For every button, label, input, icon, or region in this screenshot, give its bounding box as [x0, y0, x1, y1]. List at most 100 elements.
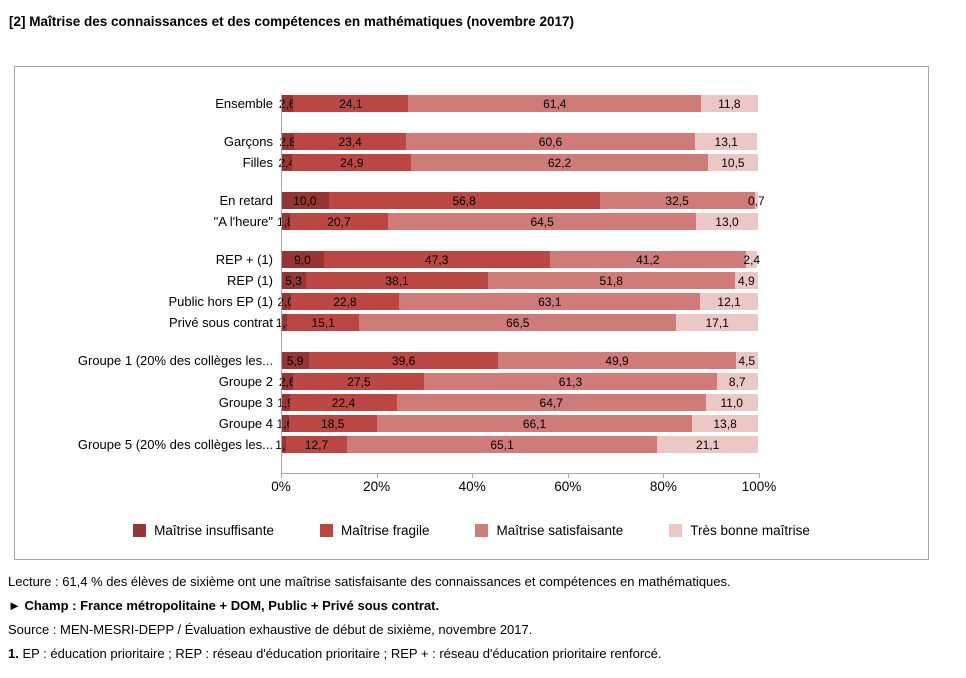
stacked-bar: 2,6 24,1 61,4 11,8 [278, 95, 758, 112]
bar-segment: 20,7 [289, 213, 389, 230]
bar-segment: 1,9 [277, 394, 294, 411]
segment-value-label: 2,6 [278, 96, 296, 111]
legend-swatch-icon [319, 524, 333, 537]
legend-swatch-icon [475, 524, 489, 537]
segment-value-label: 20,7 [327, 214, 351, 229]
segment-value-label: 22,8 [333, 294, 357, 309]
legend-label: Maîtrise satisfaisante [496, 523, 624, 538]
segment-value-label: 11,8 [718, 96, 741, 111]
bar-segment: 38,1 [306, 272, 488, 289]
bar-segment: 60,6 [405, 133, 695, 150]
segment-value-label: 60,6 [538, 134, 563, 149]
legend-item: Très bonne maîtrise [669, 523, 810, 538]
segment-value-label: 4,5 [738, 353, 756, 368]
stacked-bar: 5,3 38,1 51,8 4,9 [281, 272, 759, 289]
bar-segment: 1,6 [276, 415, 293, 432]
segment-value-label: 61,4 [543, 96, 567, 111]
stacked-bar: 2,4 24,9 62,2 10,5 [278, 154, 758, 171]
segment-value-label: 64,7 [539, 395, 563, 410]
bar-segment: 2,0 [277, 293, 294, 310]
bar-segment: 4,5 [736, 352, 758, 369]
legend-label: Maîtrise insuffisante [154, 523, 274, 538]
segment-value-label: 27,5 [347, 374, 371, 389]
bar-segment: 24,1 [293, 95, 409, 112]
x-tick-mark [376, 473, 378, 478]
definition-note: 1. EP : éducation prioritaire ; REP : ré… [8, 646, 958, 661]
bar-segment: 13,0 [695, 213, 758, 230]
segment-value-label: 15,1 [311, 315, 335, 330]
chart-row: Privé sous contrat 1,3 15,1 66,5 17,1 [15, 314, 759, 331]
y-axis-line [281, 95, 282, 473]
bar-segment: 65,1 [346, 436, 658, 453]
category-label: Groupe 2 [218, 374, 273, 389]
bar-segment: 23,4 [294, 133, 406, 150]
stacked-bar: 2,6 27,5 61,3 8,7 [279, 373, 758, 390]
chart-row: Groupe 1 (20% des collèges les... 5,9 39,6… [15, 352, 759, 369]
segment-value-label: 9,0 [294, 252, 311, 267]
segment-value-label: 39,6 [391, 353, 416, 368]
segment-value-label: 4,9 [738, 273, 755, 288]
segment-value-label: 2,4 [278, 155, 296, 170]
segment-value-label: 56,8 [452, 193, 476, 208]
x-axis-ticks: 0% 20% 40% 60% 80% 100% [271, 479, 776, 497]
stacked-bar: 1,3 15,1 66,5 17,1 [276, 314, 758, 331]
segment-value-label: 2,8 [279, 134, 297, 149]
bar-segment: 63,1 [399, 293, 701, 310]
segment-value-label: 2,4 [743, 252, 761, 267]
legend-swatch-icon [133, 524, 147, 537]
legend-item: Maîtrise fragile [319, 523, 429, 538]
chart-row: En retard 10,0 56,8 32,5 0,7 [15, 192, 765, 209]
segment-value-label: 10,5 [721, 155, 745, 170]
bar-segment: 2,6 [279, 373, 296, 390]
chart-row: Groupe 2 2,6 27,5 61,3 8,7 [15, 373, 759, 390]
segment-value-label: 13,1 [714, 134, 738, 149]
bar-segment: 61,3 [424, 373, 717, 390]
bar-segment: 9,0 [281, 251, 324, 268]
segment-value-label: 11,0 [720, 395, 743, 410]
segment-value-label: 32,5 [665, 193, 689, 208]
segment-value-label: 23,4 [338, 134, 362, 149]
chart-row: Groupe 3 1,9 22,4 64,7 11,0 [15, 394, 759, 411]
legend-label: Très bonne maîtrise [690, 523, 810, 538]
segment-value-label: 66,1 [522, 416, 547, 431]
segment-value-label: 22,4 [331, 395, 356, 410]
definition-note-text: EP : éducation prioritaire ; REP : résea… [18, 646, 662, 661]
category-label: Groupe 1 (20% des collèges les... [77, 353, 273, 368]
bar-segment: 41,2 [549, 251, 747, 268]
x-tick-label: 80% [649, 479, 677, 494]
stacked-bar: 5,9 39,6 49,9 4,5 [281, 352, 758, 369]
stacked-bar: 2,0 22,8 63,1 12,1 [277, 293, 758, 310]
bar-segment: 56,8 [328, 192, 600, 209]
x-tick-mark [281, 473, 282, 478]
definition-note-number: 1. [8, 646, 19, 661]
category-label: Groupe 4 [218, 416, 273, 431]
segment-value-label: 66,5 [506, 315, 530, 330]
x-tick-label: 40% [458, 479, 486, 494]
stacked-bar: 2,8 23,4 60,6 13,1 [279, 133, 758, 150]
chart-row: Garçons 2,8 23,4 60,6 13,1 [15, 133, 759, 150]
chart-row: Groupe 5 (20% des collèges les... 1,1 12,7… [15, 436, 759, 453]
x-tick-mark [472, 473, 474, 478]
bar-segment: 12,1 [700, 293, 758, 310]
x-axis-line [281, 473, 760, 478]
bar-segment: 4,9 [734, 272, 759, 289]
x-tick-label: 60% [554, 479, 582, 494]
bar-segment: 2,4 [278, 154, 296, 171]
bar-segment: 27,5 [293, 373, 425, 390]
source-note: Source : MEN-MESRI-DEPP / Évaluation exh… [8, 622, 533, 637]
bar-segment: 66,5 [359, 314, 677, 331]
bar-segment: 0,7 [748, 192, 765, 209]
bar-segment: 8,7 [716, 373, 758, 390]
chart-row: Filles 2,4 24,9 62,2 10,5 [15, 154, 759, 171]
category-label: Privé sous contrat [168, 315, 273, 330]
segment-value-label: 10,0 [293, 193, 317, 208]
bar-segment: 39,6 [309, 352, 499, 369]
bar-segment: 11,0 [705, 394, 758, 411]
stacked-bar: 1,1 12,7 65,1 21,1 [275, 436, 758, 453]
bar-segment: 22,8 [290, 293, 400, 310]
chart-rows: Ensemble 2,6 24,1 61,4 11,8 Garçons 2,8 23,4 60,… [15, 95, 765, 457]
segment-value-label: 21,1 [695, 437, 720, 452]
lecture-note: Lecture : 61,4 % des élèves de sixième o… [8, 574, 731, 589]
x-tick-mark [663, 473, 665, 478]
segment-value-label: 0,7 [747, 193, 765, 208]
